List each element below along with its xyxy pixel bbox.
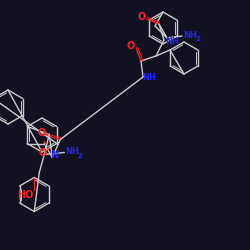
Text: NH: NH <box>142 74 156 82</box>
Text: 2: 2 <box>195 36 200 42</box>
Text: 2: 2 <box>77 152 82 158</box>
Text: HO: HO <box>17 190 34 200</box>
Text: O: O <box>37 128 46 138</box>
Text: NH: NH <box>165 36 179 46</box>
Text: O: O <box>138 12 146 22</box>
Text: O: O <box>127 41 135 51</box>
Text: O: O <box>38 148 46 158</box>
Text: NH: NH <box>183 30 197 40</box>
Text: N: N <box>50 150 58 160</box>
Text: NH: NH <box>65 147 79 156</box>
